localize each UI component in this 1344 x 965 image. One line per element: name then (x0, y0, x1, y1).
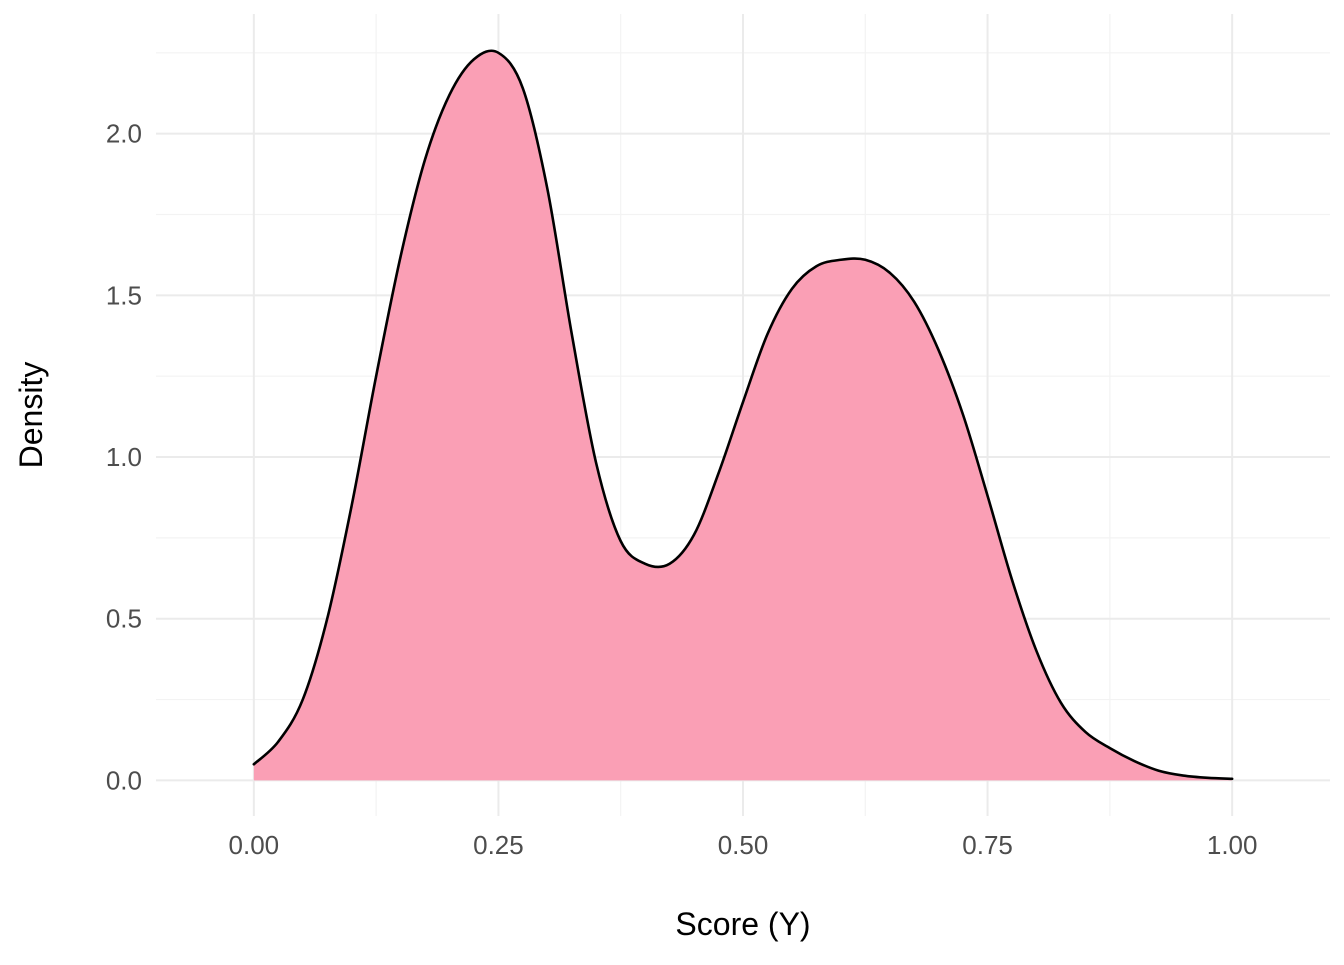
x-axis-title: Score (Y) (675, 906, 810, 942)
x-tick-labels: 0.00 0.25 0.50 0.75 1.00 (229, 830, 1258, 860)
x-tick-label: 0.50 (718, 830, 769, 860)
y-tick-label: 1.0 (106, 442, 142, 472)
x-tick-label: 0.25 (473, 830, 524, 860)
density-area (253, 50, 1233, 781)
y-tick-label: 1.5 (106, 280, 142, 310)
y-axis-title: Density (13, 362, 49, 469)
y-tick-label: 2.0 (106, 119, 142, 149)
y-tick-labels: 0.0 0.5 1.0 1.5 2.0 (106, 119, 142, 796)
y-tick-label: 0.0 (106, 765, 142, 795)
density-line-layer (252, 49, 1234, 781)
x-tick-label: 0.00 (229, 830, 280, 860)
y-tick-label: 0.5 (106, 604, 142, 634)
x-tick-label: 1.00 (1207, 830, 1258, 860)
density-area-layer (253, 50, 1233, 781)
density-line (252, 49, 1234, 781)
x-tick-label: 0.75 (962, 830, 1013, 860)
